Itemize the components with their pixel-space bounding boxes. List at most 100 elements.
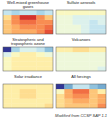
- panel-title: Well-mixed greenhousegases: [7, 0, 50, 9]
- cell: [89, 84, 98, 89]
- cell: [89, 94, 98, 99]
- cell: [64, 66, 73, 71]
- cell: [28, 57, 37, 62]
- cell: [73, 15, 82, 20]
- panel: Stratospheric andtropospheric ozone: [3, 37, 53, 71]
- cell: [56, 103, 65, 108]
- plot-frame: [3, 47, 53, 71]
- cell: [3, 61, 12, 66]
- cell: [11, 103, 20, 108]
- cell: [73, 84, 82, 89]
- cell: [81, 52, 90, 57]
- panel: Sulfate aerosols: [56, 0, 106, 34]
- cell: [3, 66, 12, 71]
- cell: [28, 94, 37, 99]
- cell: [64, 52, 73, 57]
- cell: [89, 61, 98, 66]
- cell: [98, 66, 106, 71]
- cell: [81, 15, 90, 20]
- cell: [3, 89, 12, 94]
- cell: [98, 10, 106, 15]
- cell: [11, 47, 20, 52]
- panel: Well-mixed greenhousegases: [3, 0, 53, 34]
- cell: [56, 94, 65, 99]
- plot-frame: [3, 10, 53, 34]
- plot-frame: [56, 84, 106, 108]
- panel-title-line: tropospheric ozone: [11, 41, 46, 46]
- cell: [89, 29, 98, 34]
- panel-title: Solar irradiance: [14, 74, 43, 79]
- cell: [64, 84, 73, 89]
- cell: [11, 57, 20, 62]
- cell: [36, 103, 45, 108]
- cells: [3, 84, 53, 108]
- cell: [81, 94, 90, 99]
- cell: [73, 103, 82, 108]
- cell: [98, 24, 106, 29]
- cell: [20, 15, 29, 20]
- cell: [11, 24, 20, 29]
- cell: [73, 66, 82, 71]
- cell: [20, 52, 29, 57]
- cell: [89, 103, 98, 108]
- cell: [28, 20, 37, 25]
- cell: [11, 29, 20, 34]
- cell: [11, 84, 20, 89]
- cell: [98, 52, 106, 57]
- cell: [56, 24, 65, 29]
- cell: [89, 10, 98, 15]
- cell: [3, 98, 12, 103]
- cell: [98, 57, 106, 62]
- panel-title: Sulfate aerosols: [67, 0, 96, 5]
- cell: [64, 103, 73, 108]
- cell: [56, 20, 65, 25]
- cell: [36, 89, 45, 94]
- cell: [81, 20, 90, 25]
- cell: [28, 84, 37, 89]
- cell: [28, 15, 37, 20]
- cells: [3, 10, 53, 34]
- cell: [20, 10, 29, 15]
- cells: [56, 10, 106, 34]
- cell: [45, 24, 53, 29]
- plot-frame: [56, 10, 106, 34]
- cell: [89, 66, 98, 71]
- cell: [36, 84, 45, 89]
- cell: [3, 52, 12, 57]
- cell: [11, 10, 20, 15]
- cell: [73, 57, 82, 62]
- cell: [64, 15, 73, 20]
- cell: [98, 103, 106, 108]
- cell: [98, 84, 106, 89]
- cell: [20, 24, 29, 29]
- cell: [56, 47, 65, 52]
- cell: [98, 61, 106, 66]
- cell: [73, 52, 82, 57]
- cell: [45, 52, 53, 57]
- cell: [81, 103, 90, 108]
- cell: [45, 84, 53, 89]
- cell: [20, 66, 29, 71]
- cell: [28, 10, 37, 15]
- cell: [56, 61, 65, 66]
- cell: [45, 66, 53, 71]
- panel-title-line: Volcanoes: [72, 37, 90, 42]
- cell: [64, 57, 73, 62]
- cell: [73, 94, 82, 99]
- cell: [45, 29, 53, 34]
- cell: [45, 89, 53, 94]
- cell: [89, 24, 98, 29]
- cell: [28, 98, 37, 103]
- cell: [64, 98, 73, 103]
- cell: [20, 29, 29, 34]
- cell: [36, 52, 45, 57]
- cell: [20, 98, 29, 103]
- cell: [73, 24, 82, 29]
- cell: [56, 66, 65, 71]
- cell: [28, 89, 37, 94]
- cell: [36, 24, 45, 29]
- cell: [98, 98, 106, 103]
- cell: [3, 24, 12, 29]
- cell: [20, 89, 29, 94]
- cells: [56, 47, 106, 71]
